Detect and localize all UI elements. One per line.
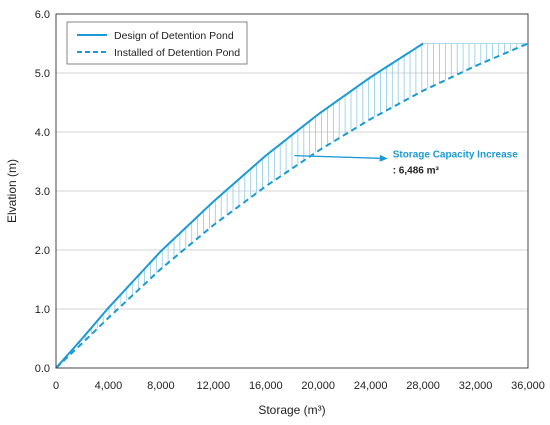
y-axis-title: Elvation (m) — [5, 159, 19, 223]
y-tick-label: 6.0 — [35, 9, 50, 21]
y-tick-label: 2.0 — [35, 245, 50, 257]
plot-border — [55, 13, 529, 369]
y-tick-label: 4.0 — [35, 127, 50, 139]
y-tick-label: 0.0 — [35, 363, 50, 375]
capacity-annotation: Storage Capacity Increase : 6,486 m³ — [294, 150, 518, 177]
capacity-increase-hatch — [61, 43, 528, 363]
x-tick-label: 24,000 — [354, 380, 388, 392]
annotation-value: : 6,486 m³ — [393, 166, 440, 177]
annotation-arrow-head — [379, 154, 388, 162]
x-tick-label: 8,000 — [147, 380, 175, 392]
x-tick-label: 20,000 — [301, 380, 335, 392]
x-axis-ticks: 0 4,000 8,000 12,000 16,000 20,000 24,000 28,00… — [53, 380, 545, 392]
y-tick-label: 5.0 — [35, 68, 50, 80]
x-tick-label: 0 — [53, 380, 59, 392]
series-design-line — [55, 42, 424, 369]
legend-label-design: Design of Detention Pond — [114, 30, 234, 42]
annotation-arrow — [294, 154, 380, 159]
x-tick-label: 4,000 — [95, 380, 123, 392]
y-axis-ticks: 0.0 1.0 2.0 3.0 4.0 5.0 6.0 — [35, 9, 50, 375]
legend-label-installed: Installed of Detention Pond — [114, 47, 240, 59]
x-tick-label: 36,000 — [511, 380, 545, 392]
y-tick-label: 3.0 — [35, 186, 50, 198]
series-layer — [55, 42, 529, 369]
legend: Design of Detention Pond Installed of De… — [66, 21, 248, 65]
x-axis-title: Storage (m³) — [258, 403, 325, 417]
legend-box — [66, 21, 248, 65]
y-tick-label: 1.0 — [35, 304, 50, 316]
x-tick-label: 12,000 — [197, 380, 231, 392]
series-installed-line — [55, 42, 529, 369]
x-tick-label: 28,000 — [406, 380, 440, 392]
annotation-title: Storage Capacity Increase — [393, 150, 518, 161]
gridlines — [56, 72, 528, 310]
x-tick-label: 16,000 — [249, 380, 283, 392]
x-tick-label: 32,000 — [459, 380, 493, 392]
